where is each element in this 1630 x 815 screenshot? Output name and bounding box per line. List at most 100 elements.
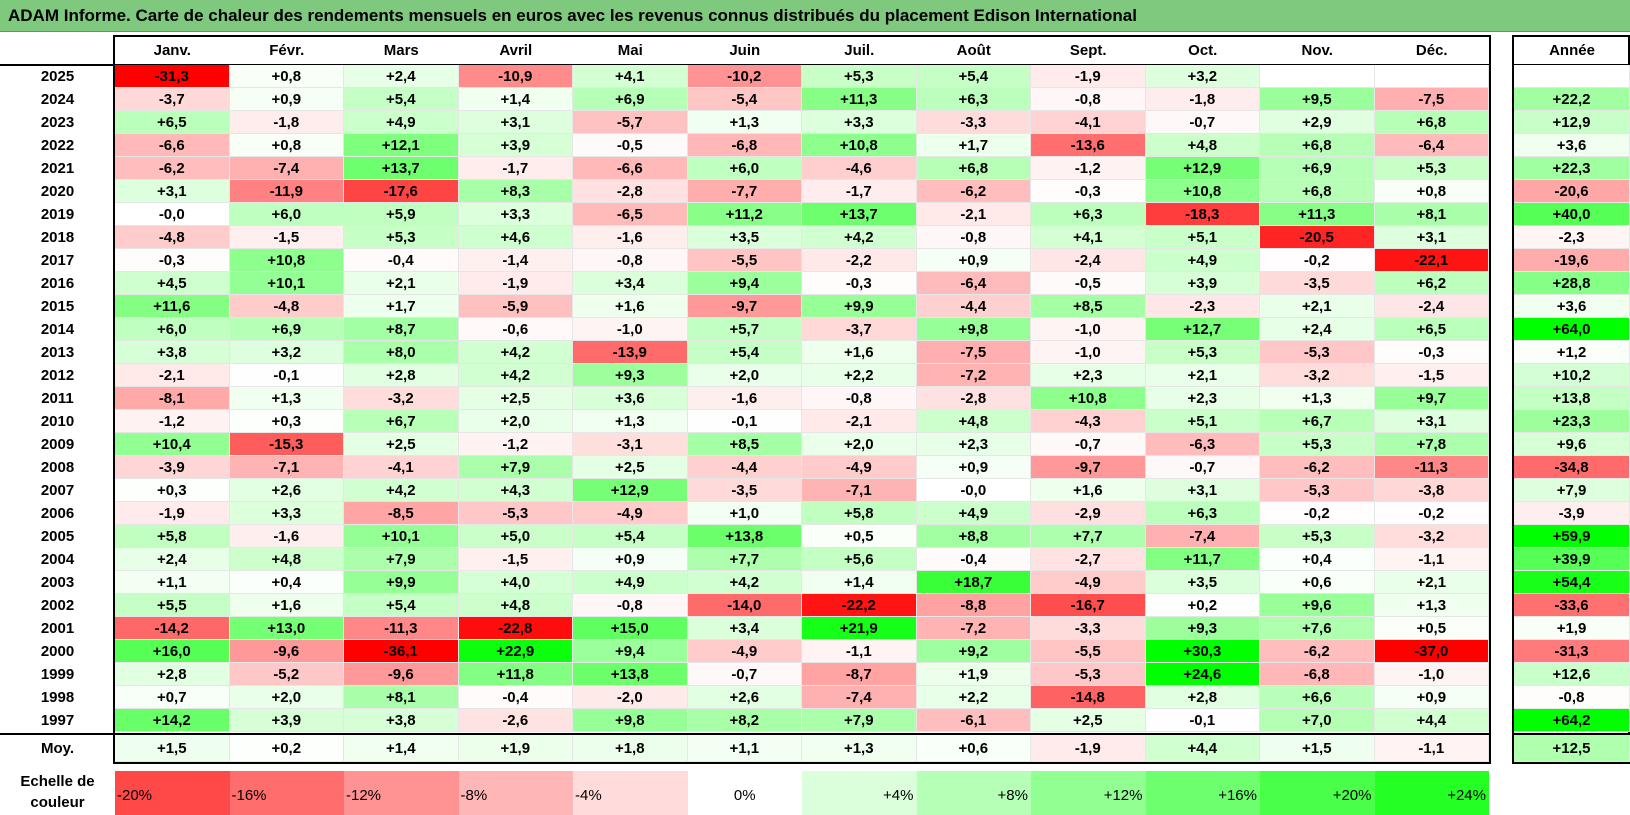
annual-cell: -19,6 bbox=[1514, 249, 1630, 272]
heatmap-cell: +1,6 bbox=[229, 594, 344, 617]
heatmap-cell: -9,6 bbox=[344, 663, 459, 686]
heatmap-cell: +2,6 bbox=[229, 479, 344, 502]
row-year-label: 2005 bbox=[40, 528, 75, 545]
heatmap-cell: +5,1 bbox=[1145, 226, 1260, 249]
annual-cell: +39,9 bbox=[1514, 548, 1630, 571]
heatmap-cell: +0,6 bbox=[1260, 571, 1375, 594]
heatmap-cell: -22,1 bbox=[1374, 249, 1489, 272]
annual-cell: +3,6 bbox=[1514, 134, 1630, 157]
heatmap-cell: -1,7 bbox=[802, 180, 917, 203]
heatmap-cell: +0,9 bbox=[916, 249, 1031, 272]
heatmap-cell: +1,4 bbox=[802, 571, 917, 594]
heatmap-cell: +9,2 bbox=[916, 640, 1031, 663]
heatmap-cell: +10,1 bbox=[229, 272, 344, 295]
annual-cell: -20,6 bbox=[1514, 180, 1630, 203]
heatmap-cell: -37,0 bbox=[1374, 640, 1489, 663]
heatmap-cell: +0,4 bbox=[1260, 548, 1375, 571]
heatmap-cell: +6,2 bbox=[1374, 272, 1489, 295]
heatmap-cell: -2,4 bbox=[1031, 249, 1146, 272]
heatmap-cell: +8,1 bbox=[344, 686, 459, 709]
annual-cell: +7,9 bbox=[1514, 479, 1630, 502]
heatmap-cell: +1,4 bbox=[458, 88, 573, 111]
heatmap-cell: -4,6 bbox=[802, 157, 917, 180]
heatmap-cell: +4,3 bbox=[458, 479, 573, 502]
heatmap-cell: -5,2 bbox=[229, 663, 344, 686]
heatmap-cell: -1,9 bbox=[115, 502, 230, 525]
heatmap-cell: +1,3 bbox=[573, 410, 688, 433]
heatmap-cell: +1,1 bbox=[115, 571, 230, 594]
heatmap-cell: +0,9 bbox=[1374, 686, 1489, 709]
heatmap-cell: +12,9 bbox=[1145, 157, 1260, 180]
heatmap-cell: +5,4 bbox=[687, 341, 802, 364]
heatmap-cell: -9,7 bbox=[687, 295, 802, 318]
heatmap-cell: +2,1 bbox=[1145, 364, 1260, 387]
heatmap-cell: +6,3 bbox=[916, 88, 1031, 111]
heatmap-cell: +8,0 bbox=[344, 341, 459, 364]
heatmap-cell: -5,9 bbox=[458, 295, 573, 318]
heatmap-cell: +6,7 bbox=[344, 410, 459, 433]
heatmap-cell: +3,9 bbox=[458, 134, 573, 157]
heatmap-cell: +24,6 bbox=[1145, 663, 1260, 686]
heatmap-cell: -3,5 bbox=[1260, 272, 1375, 295]
average-cell: +4,4 bbox=[1145, 735, 1260, 762]
heatmap-cell: -0,3 bbox=[1031, 180, 1146, 203]
heatmap-cell: +1,6 bbox=[1031, 479, 1146, 502]
heatmap-cell: -4,4 bbox=[916, 295, 1031, 318]
heatmap-cell: +10,8 bbox=[802, 134, 917, 157]
heatmap-cell: -2,1 bbox=[115, 364, 230, 387]
column-header: Oct. bbox=[1188, 42, 1218, 59]
heatmap-cell: +2,8 bbox=[344, 364, 459, 387]
heatmap-cell: +6,7 bbox=[1260, 410, 1375, 433]
color-scale-swatch: +4% bbox=[802, 771, 917, 815]
heatmap-cell: +4,2 bbox=[458, 341, 573, 364]
heatmap-cell: +5,9 bbox=[344, 203, 459, 226]
heatmap-cell: +2,3 bbox=[1031, 364, 1146, 387]
annual-cell: +59,9 bbox=[1514, 525, 1630, 548]
column-header: Févr. bbox=[269, 42, 305, 59]
heatmap-cell: -0,0 bbox=[115, 203, 230, 226]
heatmap-cell: -6,4 bbox=[916, 272, 1031, 295]
heatmap-cell: +6,3 bbox=[1145, 502, 1260, 525]
row-year-label: 2012 bbox=[40, 367, 75, 384]
heatmap-cell: +6,3 bbox=[1031, 203, 1146, 226]
heatmap-cell: -0,8 bbox=[573, 594, 688, 617]
heatmap-cell: -0,3 bbox=[1374, 341, 1489, 364]
heatmap-cell: +10,1 bbox=[344, 525, 459, 548]
heatmap-cell: -1,5 bbox=[1374, 364, 1489, 387]
heatmap-cell: +3,3 bbox=[458, 203, 573, 226]
heatmap-cell: +6,9 bbox=[229, 318, 344, 341]
heatmap-cell: +4,8 bbox=[916, 410, 1031, 433]
column-header: Nov. bbox=[1301, 42, 1333, 59]
heatmap-cell: -5,3 bbox=[458, 502, 573, 525]
average-cell: -1,9 bbox=[1031, 735, 1146, 762]
annual-cell: -34,8 bbox=[1514, 456, 1630, 479]
heatmap-cell: -0,3 bbox=[115, 249, 230, 272]
heatmap-cell: +3,1 bbox=[1145, 479, 1260, 502]
heatmap-cell: -11,3 bbox=[1374, 456, 1489, 479]
annual-cell: -3,9 bbox=[1514, 502, 1630, 525]
heatmap-cell: -13,9 bbox=[573, 341, 688, 364]
heatmap-cell: -3,9 bbox=[115, 456, 230, 479]
heatmap-cell: +2,4 bbox=[344, 65, 459, 88]
heatmap-cell: -1,9 bbox=[1031, 65, 1146, 88]
row-year-label: 2002 bbox=[40, 597, 75, 614]
heatmap-cell: -7,1 bbox=[802, 479, 917, 502]
heatmap-cell: +4,9 bbox=[1145, 249, 1260, 272]
color-scale-swatch: -8% bbox=[458, 771, 573, 815]
row-year-label: 2025 bbox=[40, 68, 75, 85]
average-divider bbox=[1512, 733, 1630, 735]
annual-cell bbox=[1514, 65, 1630, 88]
heatmap-cell: +3,4 bbox=[687, 617, 802, 640]
heatmap-cell: +0,8 bbox=[1374, 180, 1489, 203]
heatmap-cell: -7,4 bbox=[802, 686, 917, 709]
heatmap-cell: +7,9 bbox=[344, 548, 459, 571]
heatmap-cell: +5,3 bbox=[344, 226, 459, 249]
heatmap-cell: -0,1 bbox=[687, 410, 802, 433]
heatmap-cell: +1,0 bbox=[687, 502, 802, 525]
heatmap-cell: +6,8 bbox=[1260, 134, 1375, 157]
annual-cell: -31,3 bbox=[1514, 640, 1630, 663]
heatmap-cell: +5,5 bbox=[115, 594, 230, 617]
row-year-label: 2004 bbox=[40, 551, 75, 568]
heatmap-cell: -4,3 bbox=[1031, 410, 1146, 433]
